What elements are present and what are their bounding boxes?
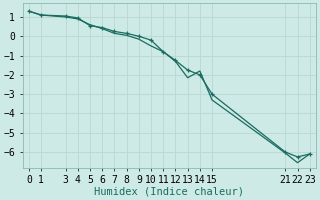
X-axis label: Humidex (Indice chaleur): Humidex (Indice chaleur): [94, 187, 244, 197]
